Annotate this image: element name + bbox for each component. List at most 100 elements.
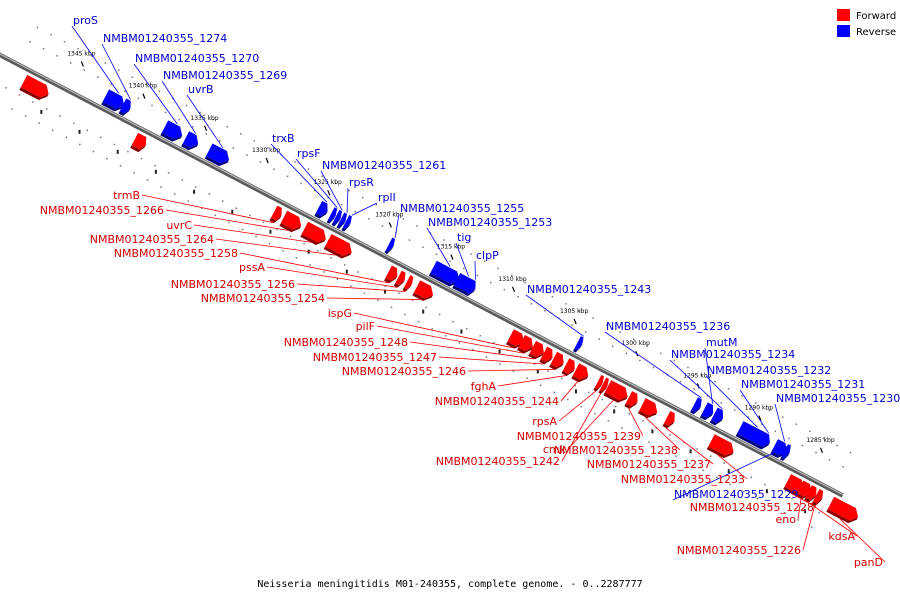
reverse-label-leader — [739, 389, 769, 434]
gene-body — [711, 407, 724, 423]
feature-dot — [422, 246, 424, 248]
kbp-tick — [819, 447, 824, 454]
forward-label-leader — [239, 252, 389, 284]
gene-shadow — [770, 451, 788, 459]
reverse-gene-label: NMBM01240355_1234 — [671, 348, 795, 361]
feature-dot — [50, 33, 52, 36]
feature-dot — [660, 352, 662, 355]
gene-body — [781, 444, 791, 459]
feature-dot — [743, 490, 745, 493]
forward-gene-arrow — [133, 134, 147, 153]
kbp-tick — [573, 318, 577, 325]
feature-dot — [479, 334, 482, 337]
feature-dot — [321, 175, 323, 178]
feature-dot — [553, 391, 555, 394]
forward-label-leader — [353, 312, 513, 349]
gene-body — [562, 358, 575, 374]
forward-gene-label: NMBM01240355_1247 — [313, 351, 437, 364]
reverse-gene-label: uvrB — [188, 83, 214, 96]
reverse-gene-label: NMBM01240355_1231 — [741, 378, 865, 391]
feature-dot — [24, 115, 27, 117]
forward-label-leader — [802, 505, 815, 551]
feature-dot — [560, 377, 563, 379]
kbp-tick-label: 1290 kbp — [745, 405, 773, 412]
feature-dot — [327, 196, 329, 199]
forward-label-leader — [628, 408, 644, 437]
feature-dot — [723, 462, 725, 465]
forward-gene-arrow — [393, 270, 406, 288]
reverse-label-leader — [133, 63, 178, 125]
feature-dot — [151, 104, 153, 107]
feature-dot — [187, 200, 190, 202]
gene-shadow — [331, 218, 341, 227]
feature-dot — [214, 214, 217, 217]
gene-shadow — [624, 401, 638, 409]
feature-dot — [226, 125, 228, 128]
forward-label-leader — [266, 266, 398, 288]
feature-dash — [40, 109, 43, 114]
forward-gene-label: NMBM01240355_1239 — [517, 430, 641, 443]
feature-dot — [688, 462, 691, 465]
kbp-tick-label: 1300 kbp — [622, 340, 650, 347]
feature-dot — [282, 250, 284, 252]
feature-dot — [462, 267, 465, 270]
feature-dash — [231, 209, 234, 214]
gene-shadow — [706, 446, 734, 459]
feature-dot — [145, 83, 147, 85]
feature-dot — [219, 140, 221, 142]
feature-dot — [601, 398, 603, 401]
feature-dot — [36, 26, 39, 29]
feature-dot — [158, 90, 161, 93]
feature-dot — [336, 278, 339, 280]
gene-shadow — [300, 234, 326, 245]
gene-body — [771, 439, 788, 456]
feature-dot — [782, 416, 784, 418]
reverse-gene-arrow — [699, 402, 714, 421]
legend-forward-swatch — [837, 9, 850, 21]
forward-label-leader — [717, 454, 748, 480]
feature-dot — [716, 476, 718, 479]
feature-dot — [212, 118, 215, 121]
feature-dot — [300, 182, 302, 185]
forward-gene-arrow — [269, 205, 282, 224]
gene-shadow — [561, 368, 575, 377]
forward-gene-arrow — [804, 485, 817, 503]
feature-dot — [389, 210, 391, 213]
forward-gene-label: NMBM01240355_1228 — [690, 501, 814, 514]
feature-dot — [764, 483, 766, 486]
feature-dot — [804, 505, 807, 507]
feature-dot — [431, 327, 433, 330]
feature-dot — [348, 189, 350, 192]
reverse-gene-label: NMBM01240355_1270 — [135, 52, 259, 65]
gene-body — [594, 374, 605, 389]
feature-dot — [511, 274, 513, 277]
kbp-tick-label: 1285 kbp — [806, 437, 834, 444]
reverse-label-leader — [426, 227, 451, 267]
feature-dot — [59, 115, 61, 117]
forward-label-leader — [296, 283, 406, 292]
forward-label-leader — [193, 224, 311, 243]
forward-label-leader — [376, 325, 523, 354]
forward-gene-arrow — [402, 275, 414, 292]
gene-shadow — [755, 442, 770, 450]
forward-gene-arrow — [384, 265, 398, 284]
feature-dot — [761, 423, 763, 426]
feature-dot — [458, 342, 461, 344]
kbp-tick-label: 1340 kbp — [129, 83, 157, 90]
gene-body — [135, 134, 147, 150]
legend-reverse-swatch — [837, 25, 850, 37]
feature-dot — [232, 147, 235, 149]
feature-dot — [181, 179, 183, 181]
feature-dot — [639, 359, 641, 362]
feature-dot — [191, 125, 194, 128]
feature-dot — [584, 331, 587, 333]
feature-dash — [269, 229, 272, 234]
feature-dash — [536, 369, 539, 374]
reverse-label-leader — [71, 25, 120, 94]
gene-shadow — [336, 220, 346, 229]
forward-gene-label: NMBM01240355_1248 — [284, 336, 408, 349]
feature-dot — [783, 512, 786, 514]
feature-dot — [384, 285, 387, 287]
kbp-tick — [142, 93, 146, 99]
reverse-label-leader — [320, 170, 343, 211]
